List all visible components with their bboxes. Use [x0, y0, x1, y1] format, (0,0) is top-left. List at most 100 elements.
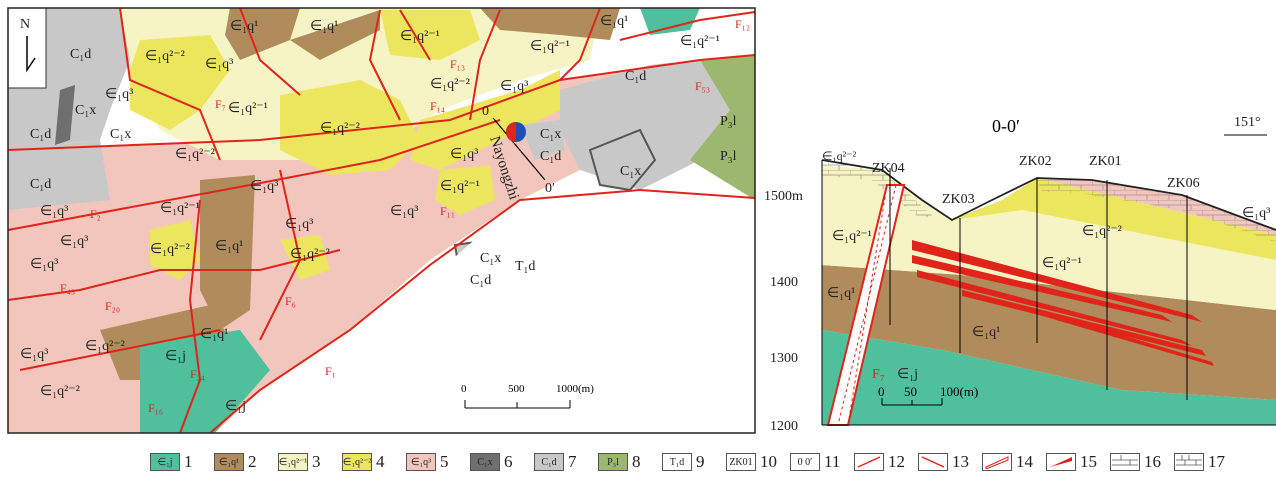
section-label-q22: ∈₁q²⁻²: [1082, 224, 1122, 239]
q22-patch-center: [280, 80, 420, 175]
legend-item: ∈₁q¹ 2: [214, 452, 257, 472]
legend-swatch: 0 0′: [790, 453, 820, 471]
label-q22-nw: ∈₁q²⁻²: [145, 49, 185, 64]
q22-patch-s: [280, 235, 330, 280]
legend-item: ZK01 10: [726, 452, 777, 472]
legend-swatch: ZK01: [726, 453, 756, 471]
legend-swatch: ∈₁q³: [406, 453, 436, 471]
label-q21-center: ∈₁q²⁻¹: [440, 179, 480, 194]
borehole-ZK01: ZK01: [1089, 154, 1122, 169]
legend-item: 0 0′ 11: [790, 452, 840, 472]
legend-item: ∈₁q³ 5: [406, 452, 449, 472]
legend-number: 9: [696, 452, 705, 471]
legend-swatch: [918, 453, 948, 471]
label-q22-c: ∈₁q²⁻²: [320, 121, 360, 136]
q1-north2: [290, 10, 380, 60]
fault-F6: F₆: [285, 294, 296, 308]
section-fault-hatch: [837, 184, 897, 426]
legend-number: 7: [568, 452, 577, 471]
section-limestone-west: [822, 160, 932, 220]
section-orientation: 151°: [1234, 115, 1261, 130]
label-q3-sw1: ∈₁q³: [40, 204, 68, 219]
borehole-ZK02: ZK02: [1019, 154, 1052, 169]
legend-item: 16: [1110, 452, 1161, 472]
section-label-q21: ∈₁q²⁻¹: [832, 229, 872, 244]
C1x-west: [55, 85, 75, 145]
q22-patch-north: [380, 10, 480, 60]
legend-item: C₁x 6: [470, 452, 513, 472]
section-scale-0: 0: [878, 384, 885, 399]
legend-number: 12: [888, 452, 905, 471]
label-q1-north: ∈₁q¹: [230, 19, 258, 34]
legend-number: 10: [760, 452, 777, 471]
label-q21-ne: ∈₁q²⁻¹: [530, 39, 570, 54]
label-q21-c: ∈₁q²⁻¹: [228, 101, 268, 116]
legend-number: 11: [824, 452, 841, 471]
label-q3-sw4: ∈₁q³: [20, 347, 48, 362]
label-q22-s: ∈₁q²⁻²: [290, 247, 330, 262]
legend-swatch: T₁d: [662, 453, 692, 471]
borehole-ZK04: ZK04: [872, 161, 905, 176]
legend-number: 4: [376, 452, 385, 471]
legend-item: 12: [854, 452, 905, 472]
section-end-label: 0′: [545, 181, 555, 196]
label-j-1: ∈₁j: [165, 349, 186, 364]
C1d-west2: [8, 140, 110, 210]
section-topography: [821, 159, 1276, 231]
label-C1d-nay: C₁d: [540, 149, 561, 164]
section-j: [822, 330, 1276, 425]
fault-F13: F₁₃: [450, 57, 465, 71]
fault-F7: F₇: [215, 97, 226, 111]
label-q22-n: ∈₁q²⁻²: [430, 77, 470, 92]
map-scale-0: 0: [461, 383, 467, 395]
q1-north: [225, 8, 300, 60]
north-arrow-icon: [26, 36, 36, 73]
legend-swatch: [1110, 453, 1140, 471]
j-region: [140, 330, 270, 433]
C1x-east: [588, 128, 657, 192]
section-scale-50: 50: [904, 384, 917, 399]
q1-center-strip: [200, 175, 255, 330]
label-q3-c: ∈₁q³: [250, 179, 278, 194]
section-start-label: 0: [482, 104, 489, 119]
fault-F11: F₁₁: [440, 204, 455, 218]
fault-F43: F₄₃: [60, 281, 75, 295]
label-q3-n: ∈₁q³: [500, 79, 528, 94]
label-q3-sw2: ∈₁q³: [60, 234, 88, 249]
fault-F20: F₂₀: [105, 299, 120, 313]
label-T1d: T₁d: [515, 259, 535, 274]
label-q22-w: ∈₁q²⁻²: [175, 147, 215, 162]
q22-patch-center2: [435, 165, 495, 215]
legend-item: 14: [982, 452, 1033, 472]
section-scale-100: 100(m): [940, 384, 978, 399]
legend-swatch: [982, 453, 1012, 471]
legend-item: ∈₁q²⁻² 4: [342, 452, 385, 472]
section-label-j: ∈₁j: [897, 367, 918, 382]
legend-swatch: ∈₁q²⁻¹: [278, 453, 308, 471]
section-label-q1: ∈₁q¹: [827, 286, 855, 301]
section-fault-label: F₇: [872, 367, 885, 382]
fault-F2: F₂: [90, 207, 101, 221]
label-C1d-w3: C₁d: [30, 127, 51, 142]
label-C1d-e: C₁d: [625, 69, 646, 84]
fault-F1: F₁: [325, 364, 336, 378]
legend-item: ∈₁j 1: [150, 452, 193, 472]
legend-swatch: [854, 453, 884, 471]
section-scale-bar: 0 50 100(m): [878, 384, 978, 406]
legend-number: 16: [1144, 452, 1161, 471]
q1-ne: [480, 8, 620, 40]
map-scale-1000: 1000(m): [556, 383, 594, 395]
legend-swatch: ∈₁q¹: [214, 453, 244, 471]
label-P3l-1: P₃l: [720, 114, 737, 129]
label-q3-center: ∈₁q³: [390, 204, 418, 219]
geologic-map: N C₁d ∈₁q¹ ∈₁q¹ ∈₁q²⁻¹ ∈₁q²⁻¹ ∈₁q¹ ∈₁q²⁻…: [7, 7, 756, 434]
label-q22-sw3: ∈₁q²⁻²: [40, 384, 80, 399]
map-frame: [7, 7, 756, 434]
legend-item: 17: [1174, 452, 1225, 472]
label-C1x-s: C₁x: [480, 251, 501, 266]
section-boreholes: [889, 168, 1188, 400]
legend-swatch: P₃l: [598, 453, 628, 471]
y-tick-1400: 1400: [770, 275, 798, 290]
fault-F16: F₁₆: [148, 401, 163, 415]
legend-number: 8: [632, 452, 641, 471]
